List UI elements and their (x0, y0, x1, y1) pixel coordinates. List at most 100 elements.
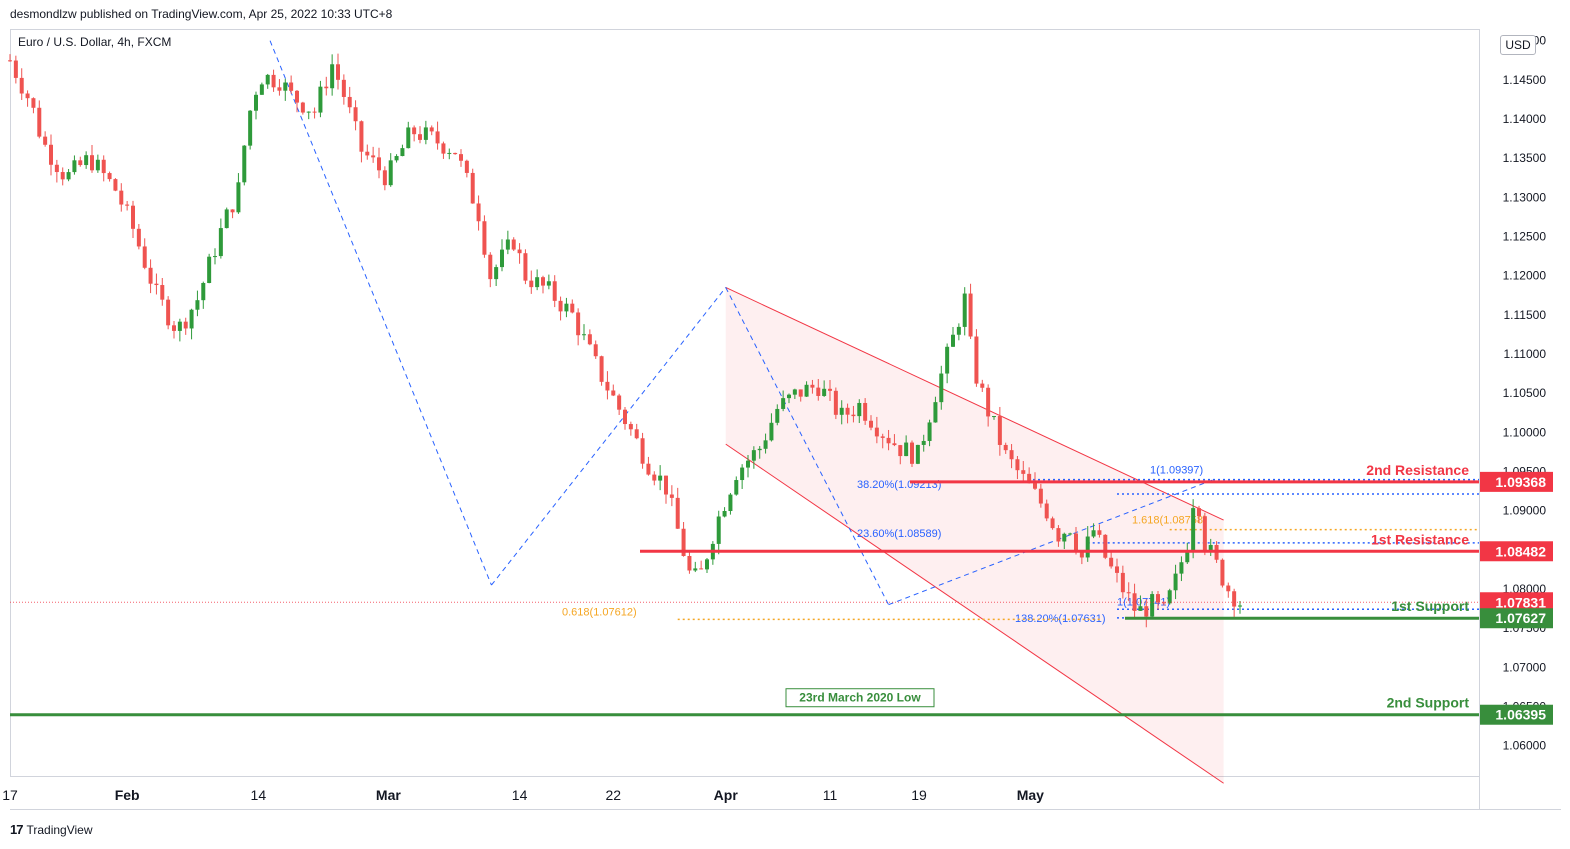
candle-body[interactable] (400, 148, 405, 157)
candle-body[interactable] (1033, 483, 1037, 489)
resistance-1-price-tag[interactable] (1480, 541, 1553, 562)
candle-body[interactable] (90, 155, 94, 171)
candle-body[interactable] (810, 384, 815, 388)
candle-body[interactable] (582, 334, 586, 336)
candle-body[interactable] (956, 326, 961, 335)
candle-body[interactable] (300, 102, 305, 113)
resistance-2-price-tag[interactable] (1480, 471, 1553, 492)
candle-body[interactable] (927, 422, 932, 441)
candle-body[interactable] (394, 156, 399, 161)
candle-body[interactable] (318, 86, 323, 113)
candle-body[interactable] (605, 381, 610, 391)
candle-body[interactable] (1179, 562, 1184, 574)
candle-body[interactable] (664, 475, 668, 495)
candle-body[interactable] (652, 474, 657, 481)
candle-body[interactable] (646, 463, 651, 475)
candle-body[interactable] (177, 321, 182, 331)
candle-body[interactable] (587, 334, 592, 345)
candle-body[interactable] (798, 389, 803, 397)
candle-body[interactable] (851, 414, 856, 417)
candle-body[interactable] (406, 127, 411, 149)
candle-body[interactable] (564, 303, 569, 312)
candle-body[interactable] (593, 344, 598, 357)
candle-body[interactable] (377, 157, 381, 171)
candle-body[interactable] (1027, 473, 1032, 484)
candle-body[interactable] (107, 173, 112, 180)
candle-body[interactable] (1150, 594, 1155, 617)
candle-body[interactable] (734, 480, 739, 495)
candle-body[interactable] (1220, 559, 1225, 586)
candle-body[interactable] (658, 475, 663, 481)
candle-body[interactable] (1038, 488, 1043, 504)
footer-brand[interactable]: 17 TradingView (10, 822, 93, 837)
candle-body[interactable] (101, 159, 106, 174)
candle-body[interactable] (921, 440, 926, 445)
candle-body[interactable] (675, 497, 680, 529)
candle-body[interactable] (623, 409, 627, 425)
candle-body[interactable] (769, 422, 774, 441)
candle-body[interactable] (693, 568, 698, 571)
candle-body[interactable] (1056, 528, 1061, 542)
candle-body[interactable] (1050, 518, 1055, 529)
candle-body[interactable] (511, 239, 516, 250)
candle-body[interactable] (980, 383, 985, 388)
candle-body[interactable] (371, 155, 376, 158)
candle-body[interactable] (845, 407, 850, 415)
candle-body[interactable] (1044, 503, 1049, 519)
candle-body[interactable] (183, 321, 188, 329)
candle-body[interactable] (453, 152, 458, 155)
candle-body[interactable] (482, 221, 487, 255)
candle-body[interactable] (962, 293, 967, 327)
candle-body[interactable] (1191, 508, 1196, 551)
candle-body[interactable] (49, 144, 53, 165)
candle-body[interactable] (218, 228, 223, 257)
candle-body[interactable] (910, 442, 914, 464)
candle-body[interactable] (119, 190, 124, 205)
candle-body[interactable] (43, 136, 48, 145)
candle-body[interactable] (523, 253, 528, 281)
candle-body[interactable] (974, 336, 979, 384)
candle-body[interactable] (189, 309, 194, 329)
candle-body[interactable] (1097, 530, 1102, 535)
candle-body[interactable] (505, 239, 510, 250)
candle-body[interactable] (828, 388, 832, 391)
candle-body[interactable] (634, 429, 639, 439)
candle-body[interactable] (236, 182, 241, 213)
candle-body[interactable] (125, 204, 130, 206)
candle-body[interactable] (816, 387, 821, 396)
candle-body[interactable] (148, 267, 153, 284)
candle-body[interactable] (166, 299, 171, 326)
candle-body[interactable] (699, 568, 704, 570)
candle-body[interactable] (728, 494, 733, 511)
candle-body[interactable] (347, 96, 352, 108)
candle-body[interactable] (1238, 605, 1242, 607)
candle-body[interactable] (746, 460, 750, 468)
candle-body[interactable] (201, 282, 206, 301)
candle-body[interactable] (1103, 534, 1108, 558)
candle-body[interactable] (31, 98, 36, 108)
candle-body[interactable] (869, 420, 873, 428)
candle-body[interactable] (775, 408, 780, 423)
candle-body[interactable] (1115, 566, 1119, 573)
candle-body[interactable] (1132, 593, 1137, 611)
candle-body[interactable] (435, 131, 440, 144)
candle-body[interactable] (1173, 573, 1178, 591)
candle-body[interactable] (259, 84, 264, 95)
candle-body[interactable] (558, 300, 563, 312)
candle-body[interactable] (570, 303, 575, 313)
candle-body[interactable] (25, 93, 30, 99)
candle-body[interactable] (254, 94, 258, 111)
candle-body[interactable] (306, 111, 311, 113)
candle-body[interactable] (915, 444, 920, 464)
candle-body[interactable] (412, 127, 417, 135)
candle-body[interactable] (1185, 550, 1190, 563)
candle-body[interactable] (546, 281, 551, 286)
candle-body[interactable] (60, 172, 65, 180)
candle-body[interactable] (576, 312, 581, 336)
candle-body[interactable] (277, 87, 282, 91)
candle-body[interactable] (265, 74, 270, 85)
candle-body[interactable] (359, 121, 364, 152)
candle-body[interactable] (781, 398, 786, 409)
candle-body[interactable] (37, 107, 42, 137)
